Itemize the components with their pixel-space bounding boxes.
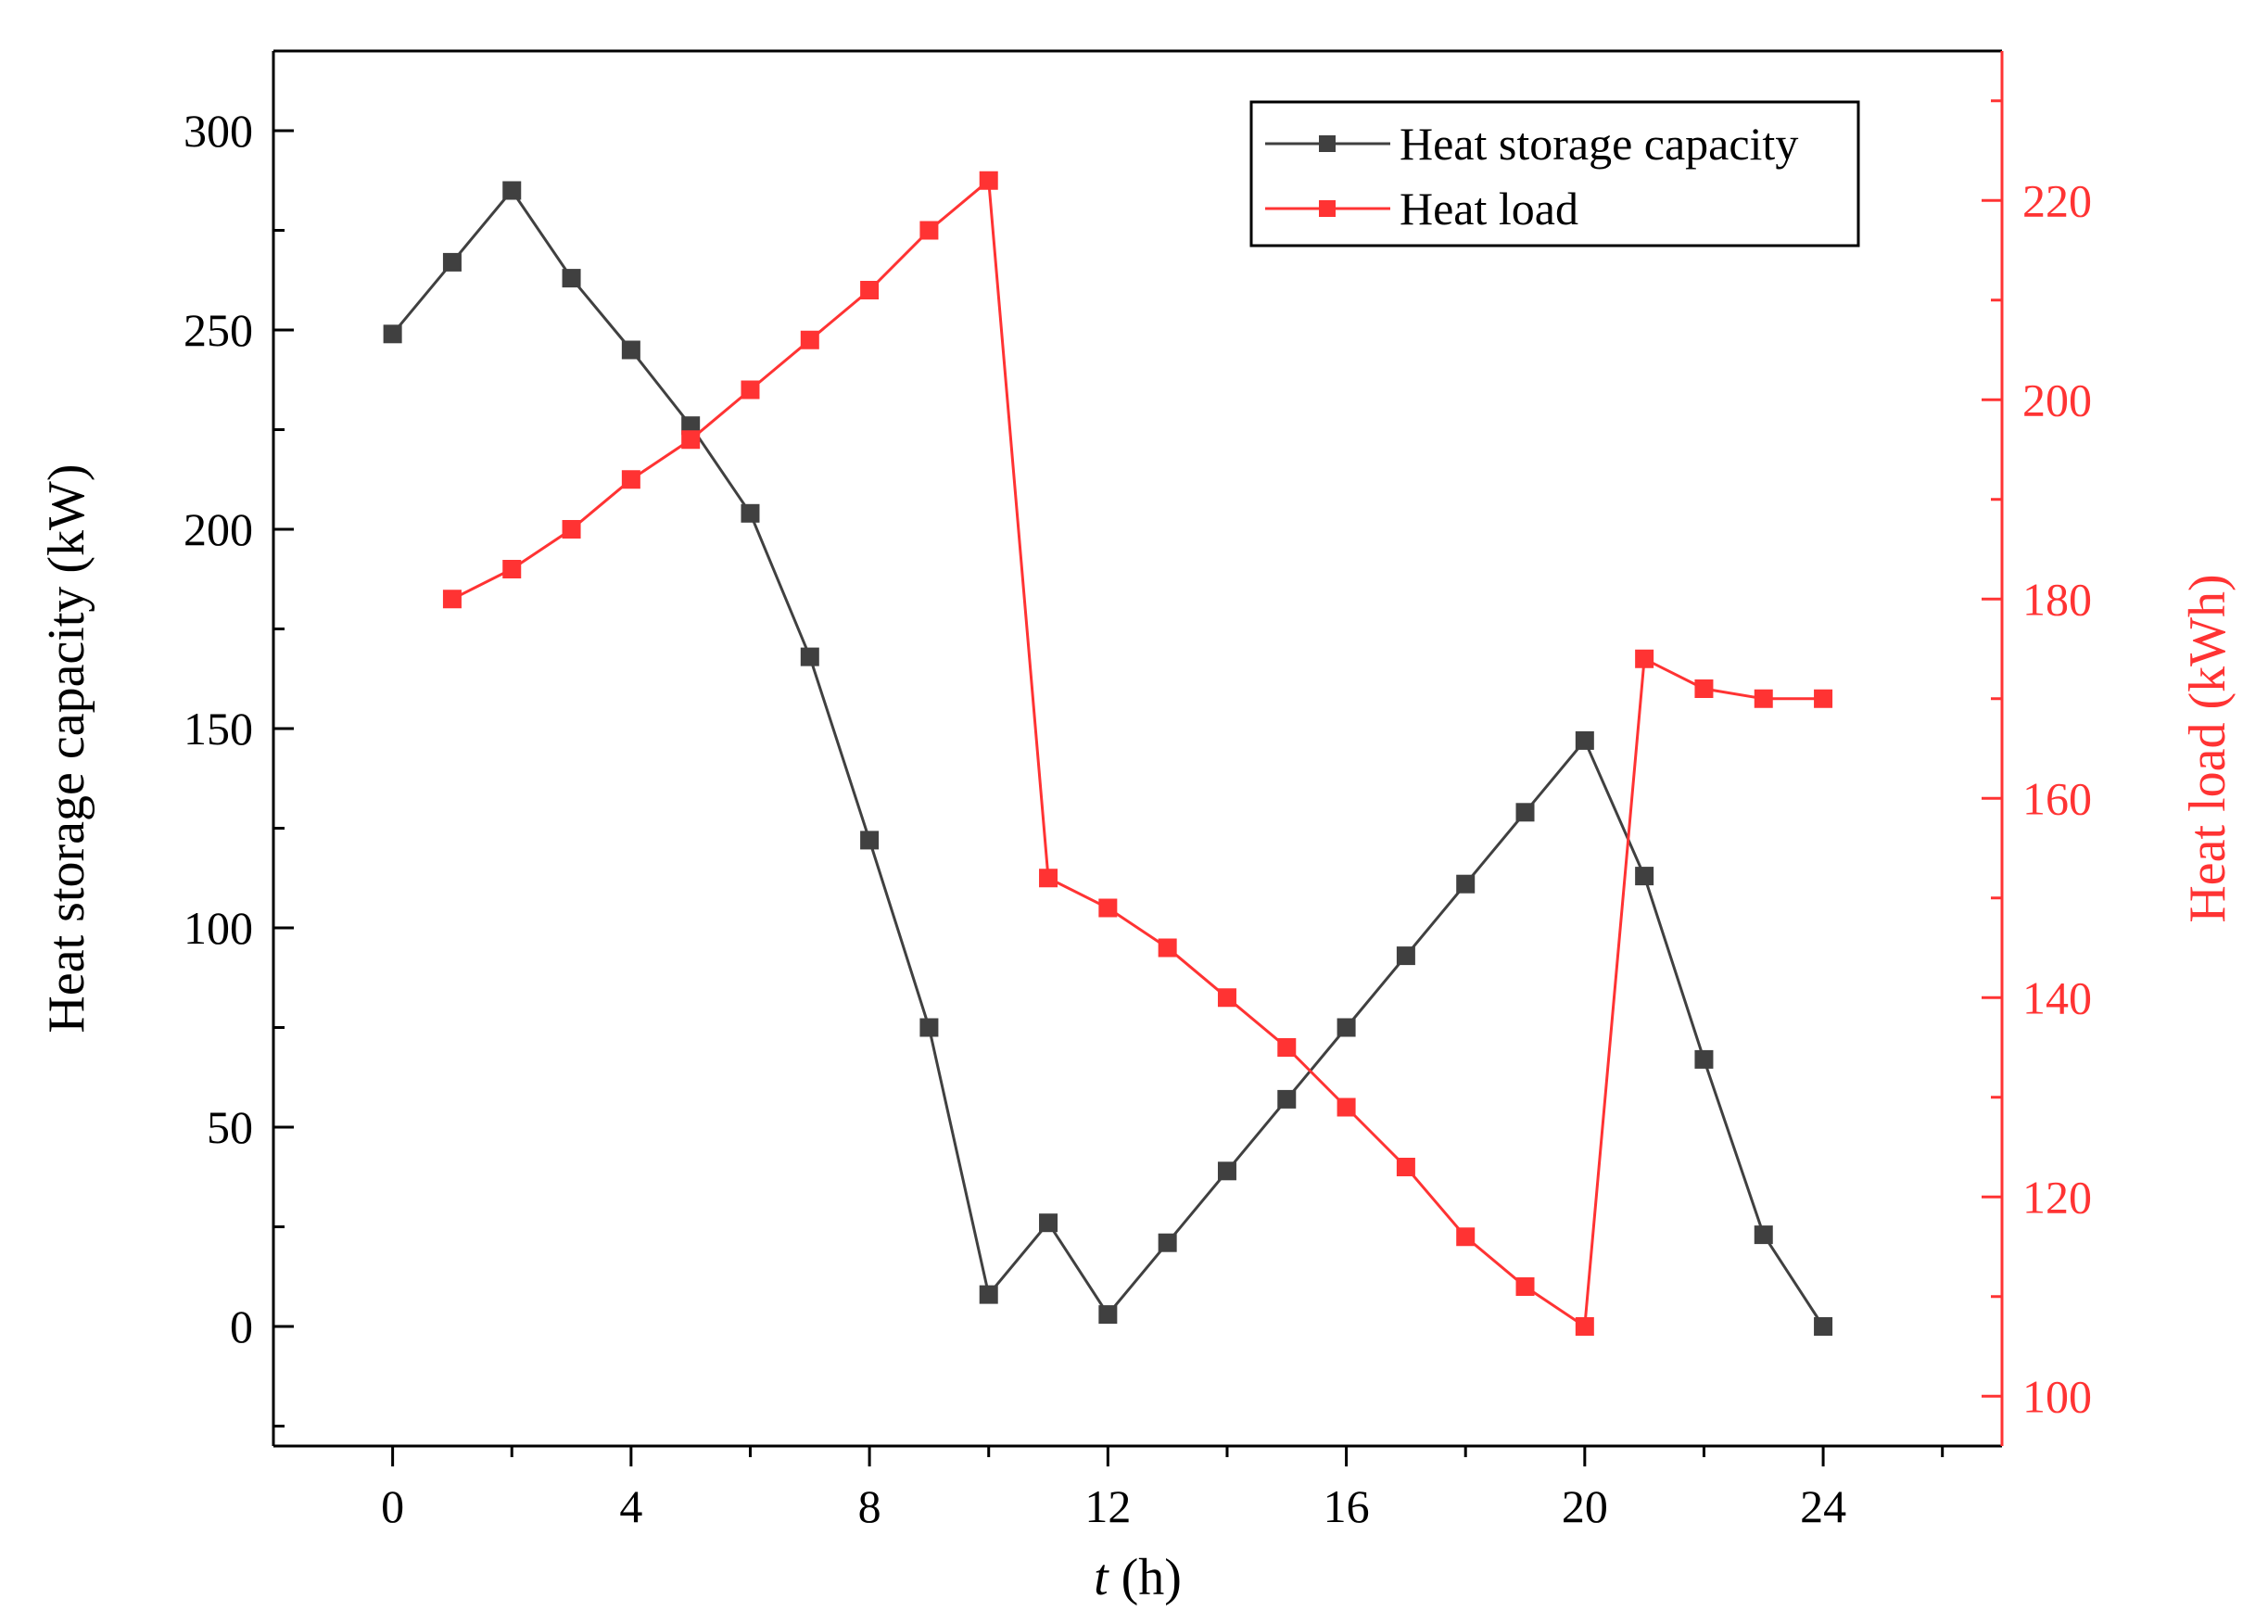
data-point [502, 181, 522, 200]
y-tick-label: 50 [207, 1101, 253, 1153]
x-axis-title: t (h) [1094, 1549, 1182, 1606]
series-line [391, 188, 1825, 1327]
data-point [621, 340, 640, 360]
data-point [1694, 679, 1714, 698]
data-point [979, 1285, 998, 1304]
data-point [383, 324, 402, 344]
x-axis-variable: t [1094, 1549, 1109, 1606]
data-point [1694, 1049, 1714, 1069]
y2-axis-title: Heat load (kWh) [2179, 574, 2236, 922]
data-point [1098, 1305, 1118, 1325]
data-point [1754, 1225, 1773, 1245]
x-tick-label: 4 [619, 1480, 642, 1532]
data-point [1217, 1161, 1236, 1181]
data-point [1158, 1233, 1177, 1252]
data-point [741, 503, 760, 523]
y-tick-label: 0 [230, 1300, 253, 1352]
data-point [1635, 649, 1654, 668]
x-tick-label: 20 [1562, 1480, 1608, 1532]
series-line [451, 177, 1824, 1329]
data-point [1456, 1227, 1476, 1247]
data-point [1217, 988, 1236, 1008]
data-point [1575, 1317, 1594, 1336]
data-point [1396, 946, 1415, 966]
legend-box [1249, 100, 1860, 247]
data-point [621, 470, 640, 489]
series-layer [383, 171, 1833, 1336]
data-point [800, 330, 819, 349]
legend-label: Heat storage capacity [1400, 118, 1798, 170]
y-tick-label: 150 [184, 703, 253, 755]
data-point [1158, 938, 1177, 958]
y-tick-label: 100 [184, 902, 253, 954]
x-tick-label: 12 [1084, 1480, 1131, 1532]
legend-label: Heat load [1400, 183, 1578, 235]
data-point [1575, 730, 1594, 750]
data-point [1515, 1277, 1535, 1296]
series-1 [383, 181, 1833, 1336]
y2-tick-label: 100 [2022, 1370, 2092, 1422]
y2-tick-label: 120 [2022, 1171, 2092, 1223]
data-point [681, 430, 701, 450]
data-point [1814, 689, 1833, 708]
data-point [919, 221, 939, 240]
y-tick-label: 300 [184, 105, 253, 157]
x-tick-label: 16 [1324, 1480, 1370, 1532]
data-point [1337, 1097, 1356, 1117]
data-point [562, 520, 581, 539]
data-point [1456, 874, 1476, 894]
data-point [442, 590, 462, 609]
data-point [1098, 898, 1118, 918]
y-tick-label: 200 [184, 503, 253, 555]
y2-tick-label: 160 [2022, 772, 2092, 824]
legend-marker [1319, 200, 1336, 217]
x-tick-label: 0 [381, 1480, 404, 1532]
y2-tick-label: 140 [2022, 971, 2092, 1023]
data-point [1396, 1158, 1415, 1176]
data-point [1039, 1213, 1058, 1233]
y2-tick-label: 200 [2022, 374, 2092, 425]
data-point [1039, 869, 1058, 888]
data-point [860, 831, 880, 850]
data-point [1277, 1038, 1297, 1057]
data-point [741, 380, 760, 400]
axes: 0 4 8 12 16 20 24 0 50 100 150 200 250 300 100 120 140 16… [38, 49, 2236, 1606]
data-point [1754, 689, 1773, 708]
data-point [979, 171, 998, 190]
data-point [919, 1018, 939, 1037]
data-point [442, 252, 462, 272]
y-tick-label: 250 [184, 304, 253, 356]
y2-tick-label: 220 [2022, 174, 2092, 226]
legend: Heat storage capacity Heat load [1249, 100, 1860, 247]
x-tick-label: 24 [1800, 1480, 1846, 1532]
data-point [800, 647, 819, 666]
series-2 [442, 171, 1833, 1336]
data-point [860, 281, 880, 299]
x-tick-label: 8 [858, 1480, 881, 1532]
y-axis-title: Heat storage capacity (kW) [38, 463, 95, 1033]
data-point [1635, 867, 1654, 886]
data-point [1337, 1018, 1356, 1037]
data-point [1814, 1317, 1833, 1336]
data-point [681, 416, 701, 436]
x-axis-unit: (h) [1109, 1549, 1182, 1606]
data-point [1277, 1089, 1297, 1109]
data-point [502, 560, 522, 578]
data-point [562, 269, 581, 288]
data-point [1515, 803, 1535, 822]
legend-marker [1319, 135, 1336, 152]
y2-tick-label: 180 [2022, 573, 2092, 625]
